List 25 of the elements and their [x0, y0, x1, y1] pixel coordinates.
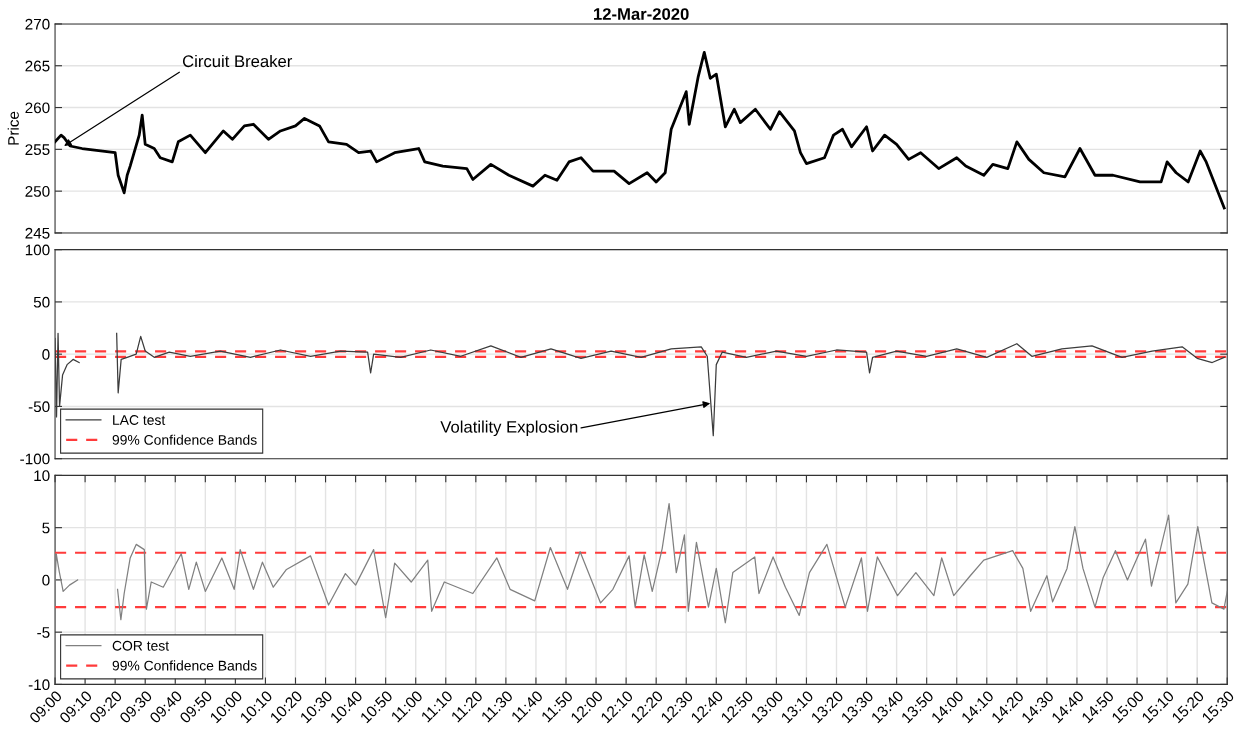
- y-axis-title: Price: [7, 111, 19, 145]
- y-tick-label: -50: [28, 401, 50, 413]
- annotation: Volatility Explosion: [440, 420, 578, 437]
- chart-title: 12-Mar-2020: [594, 8, 689, 20]
- line-series: [55, 50, 1226, 210]
- annotation: Circuit Breaker: [182, 54, 293, 68]
- y-tick-label: 245: [25, 227, 50, 239]
- y-tick-label: 260: [25, 102, 50, 114]
- y-tick-label: 0: [42, 349, 50, 360]
- y-tick-label: 270: [25, 18, 50, 30]
- y-tick-label: 255: [25, 144, 50, 156]
- legend-label: LAC test: [113, 415, 166, 425]
- y-tick-label: -100: [20, 453, 50, 465]
- y-tick-label: 0: [42, 574, 50, 586]
- y-tick-label: 265: [25, 60, 50, 72]
- y-tick-label: 5: [42, 522, 50, 534]
- y-tick-label: -10: [28, 679, 50, 691]
- y-tick-label: -5: [37, 627, 50, 638]
- y-tick-label: 250: [25, 186, 50, 197]
- y-tick-label: 50: [33, 296, 50, 308]
- legend-label: 99% Confidence Bands: [112, 660, 257, 671]
- legend-label: COR test: [112, 640, 169, 651]
- legend-label: 99% Confidence Bands: [112, 434, 257, 445]
- y-tick-label: 100: [25, 244, 50, 256]
- y-tick-label: 10: [34, 470, 50, 482]
